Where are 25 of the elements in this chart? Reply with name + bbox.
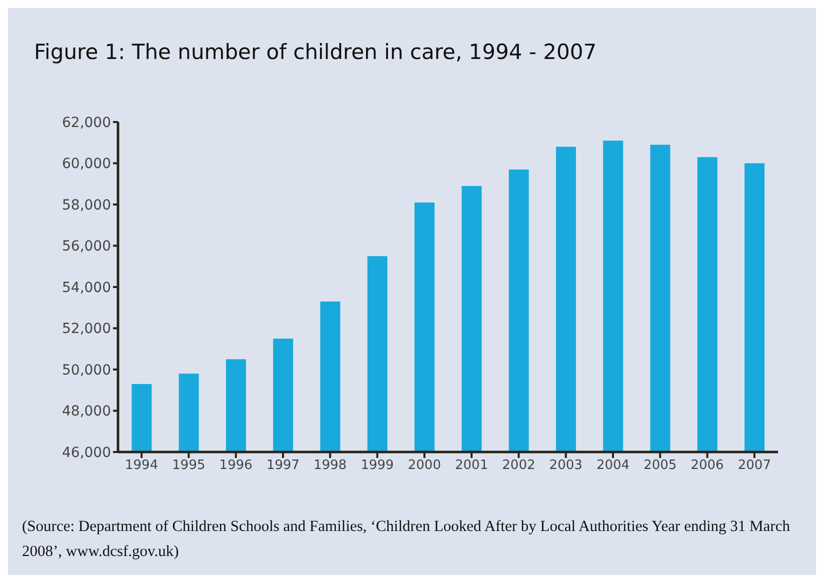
y-tick-label: 62,000 [62, 114, 111, 131]
x-tick-label: 2003 [549, 458, 582, 474]
text: (Source: Department of Children Schools and Families, ‘Children Looked After by Local Authorities Year ending 31 March 2008’, www.dcsf.gov.uk) [22, 517, 791, 562]
x-tick-label: 1999 [360, 458, 394, 474]
y-tick-label: 50,000 [62, 362, 111, 378]
x-tick-label: 2002 [502, 458, 536, 474]
x-tick-label: 1998 [314, 458, 347, 474]
x-tick-label: 2001 [455, 458, 488, 474]
y-tick-label: 54,000 [62, 280, 111, 296]
chart-title: Figure 1: The number of children in care, 1994 - 2007 [34, 40, 597, 64]
x-tick-label: 1995 [172, 458, 206, 474]
x-tick-label: 2005 [644, 458, 677, 474]
x-tick-label: 2006 [690, 458, 724, 474]
x-tick-label: 2000 [408, 458, 441, 474]
x-tick-label: 1996 [219, 458, 252, 474]
y-tick-label: 46,000 [62, 444, 111, 461]
y-tick-label: 60,000 [62, 156, 111, 172]
y-tick-label: 48,000 [62, 404, 111, 420]
y-tick-label: 58,000 [62, 197, 111, 214]
x-tick-label: 2007 [738, 458, 771, 474]
x-tick-label: 1994 [125, 458, 158, 474]
x-tick-label: 1997 [266, 458, 300, 474]
y-tick-label: 52,000 [62, 321, 111, 338]
y-tick-label: 56,000 [62, 238, 111, 255]
x-tick-label: 2004 [596, 458, 630, 474]
